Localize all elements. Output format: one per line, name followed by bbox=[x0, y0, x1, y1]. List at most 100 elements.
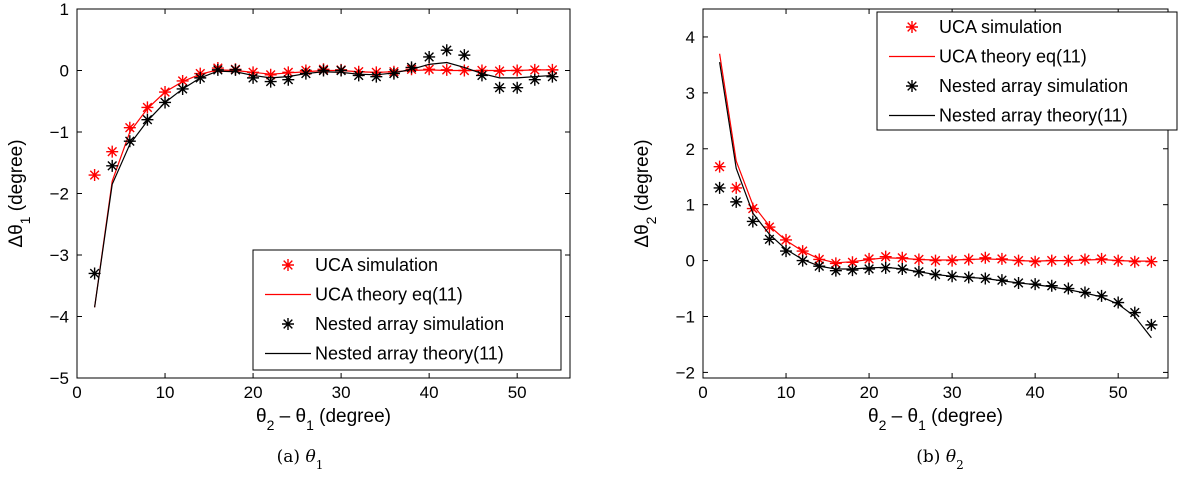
data-point-nested-array-simulation bbox=[406, 61, 418, 73]
y-tick-label: −2 bbox=[50, 185, 69, 204]
x-tick-label: 10 bbox=[777, 383, 796, 402]
y-axis-label-part: Δθ bbox=[6, 224, 27, 247]
y-tick-label: 1 bbox=[686, 196, 695, 215]
legend-label: UCA simulation bbox=[315, 255, 438, 275]
data-point-nested-array-simulation bbox=[714, 182, 726, 194]
chart-panel-2: 0 10 20 30 40 5043210−1−2θ2 – θ1 (degree)Δθ2 … bbox=[632, 9, 1177, 472]
x-tick-label: 30 bbox=[943, 383, 962, 402]
data-point-uca-simulation bbox=[494, 65, 506, 77]
caption-label: (b) bbox=[916, 447, 946, 467]
x-axis-label: θ2 – θ1 (degree) bbox=[256, 406, 391, 433]
legend: UCA simulation UCA theory eq(11) Nested ar… bbox=[253, 250, 561, 370]
y-tick-label: −5 bbox=[50, 369, 69, 388]
x-tick-label: 40 bbox=[420, 383, 439, 402]
data-point-nested-array-simulation bbox=[780, 245, 792, 257]
data-point-nested-array-simulation bbox=[494, 82, 506, 94]
y-tick-label: −1 bbox=[676, 308, 695, 327]
legend-label: UCA theory eq(11) bbox=[939, 47, 1087, 67]
y-tick-label: −4 bbox=[50, 308, 69, 327]
data-point-uca-simulation bbox=[730, 182, 742, 194]
x-tick-label: 0 bbox=[72, 383, 81, 402]
legend-label: UCA theory eq(11) bbox=[315, 285, 463, 305]
x-tick-label: 0 bbox=[698, 383, 707, 402]
caption-symbol: θ bbox=[305, 447, 315, 467]
legend-label: Nested array simulation bbox=[315, 314, 504, 334]
x-axis-label-part: θ bbox=[868, 406, 879, 427]
y-tick-label: −1 bbox=[50, 123, 69, 142]
data-point-uca-simulation bbox=[141, 101, 153, 113]
data-point-uca-simulation bbox=[979, 252, 991, 264]
y-axis-label-part: (degree) bbox=[632, 139, 653, 216]
data-point-nested-array-simulation bbox=[423, 51, 435, 63]
caption-subscript: 2 bbox=[956, 458, 964, 472]
data-point-nested-array-simulation bbox=[335, 65, 347, 77]
x-tick-label: 50 bbox=[1109, 383, 1128, 402]
data-point-nested-array-simulation bbox=[1145, 319, 1157, 331]
data-point-nested-array-simulation bbox=[747, 215, 759, 227]
data-point-nested-array-simulation bbox=[141, 114, 153, 126]
data-point-nested-array-simulation bbox=[318, 65, 330, 77]
caption-subscript: 1 bbox=[316, 458, 324, 472]
data-point-uca-simulation bbox=[106, 146, 118, 158]
data-point-nested-array-simulation bbox=[353, 69, 365, 81]
x-axis-label-part: (degree) bbox=[926, 406, 1003, 427]
data-point-uca-simulation bbox=[763, 221, 775, 233]
data-point-uca-simulation bbox=[714, 161, 726, 173]
y-tick-label: 2 bbox=[686, 140, 695, 159]
legend-label: Nested array theory(11) bbox=[939, 106, 1128, 126]
y-axis-label-part: (degree) bbox=[6, 139, 27, 216]
legend-label: Nested array theory(11) bbox=[315, 344, 504, 364]
data-point-nested-array-simulation bbox=[863, 263, 875, 275]
y-tick-label: 0 bbox=[60, 62, 69, 81]
data-point-nested-array-simulation bbox=[458, 49, 470, 61]
y-tick-label: −2 bbox=[676, 363, 695, 382]
x-tick-label: 50 bbox=[508, 383, 527, 402]
x-tick-label: 20 bbox=[244, 383, 263, 402]
data-point-nested-array-simulation bbox=[763, 233, 775, 245]
data-point-nested-array-simulation bbox=[247, 72, 259, 84]
legend-marker-swatch bbox=[282, 259, 294, 271]
caption-symbol: θ bbox=[946, 447, 956, 467]
x-tick-label: 30 bbox=[332, 383, 351, 402]
data-point-nested-array-simulation bbox=[546, 71, 558, 83]
y-tick-label: 1 bbox=[60, 0, 69, 19]
legend-label: Nested array simulation bbox=[939, 76, 1128, 96]
data-point-nested-array-simulation bbox=[511, 82, 523, 94]
y-tick-label: 0 bbox=[686, 252, 695, 271]
x-axis-label-part: – θ bbox=[274, 406, 306, 427]
legend: UCA simulation UCA theory eq(11) Nested ar… bbox=[877, 12, 1177, 130]
legend-marker-swatch bbox=[906, 80, 918, 92]
x-axis-label-part: – θ bbox=[886, 406, 918, 427]
data-point-nested-array-simulation bbox=[106, 160, 118, 172]
y-axis-label: Δθ1 (degree) bbox=[6, 139, 33, 247]
data-point-nested-array-simulation bbox=[229, 64, 241, 76]
data-point-uca-simulation bbox=[880, 251, 892, 263]
x-tick-label: 20 bbox=[860, 383, 879, 402]
x-axis-label-part: 2 bbox=[879, 417, 887, 433]
y-tick-label: −3 bbox=[50, 246, 69, 265]
y-tick-label: 4 bbox=[686, 28, 695, 47]
x-tick-label: 40 bbox=[1026, 383, 1045, 402]
data-point-nested-array-simulation bbox=[846, 264, 858, 276]
data-point-nested-array-simulation bbox=[441, 44, 453, 56]
subfigure-caption: (a) θ1 bbox=[277, 447, 324, 472]
y-axis-label-part: Δθ bbox=[632, 224, 653, 247]
data-point-nested-array-simulation bbox=[370, 71, 382, 83]
data-point-nested-array-simulation bbox=[529, 74, 541, 86]
x-axis-label-part: (degree) bbox=[314, 406, 391, 427]
caption-label: (a) bbox=[277, 447, 306, 467]
data-point-nested-array-simulation bbox=[212, 64, 224, 76]
x-axis-label-part: 2 bbox=[267, 417, 275, 433]
legend-marker-swatch bbox=[282, 318, 294, 330]
x-axis-label-part: θ bbox=[256, 406, 267, 427]
y-tick-label: 3 bbox=[686, 84, 695, 103]
legend-marker-swatch bbox=[906, 21, 918, 33]
x-axis-label: θ2 – θ1 (degree) bbox=[868, 406, 1003, 433]
y-axis-label-part: 1 bbox=[17, 216, 33, 224]
data-point-nested-array-simulation bbox=[830, 265, 842, 277]
data-point-nested-array-simulation bbox=[730, 196, 742, 208]
data-point-nested-array-simulation bbox=[476, 69, 488, 81]
subfigure-caption: (b) θ2 bbox=[916, 447, 963, 472]
x-axis-label-part: 1 bbox=[918, 417, 926, 433]
